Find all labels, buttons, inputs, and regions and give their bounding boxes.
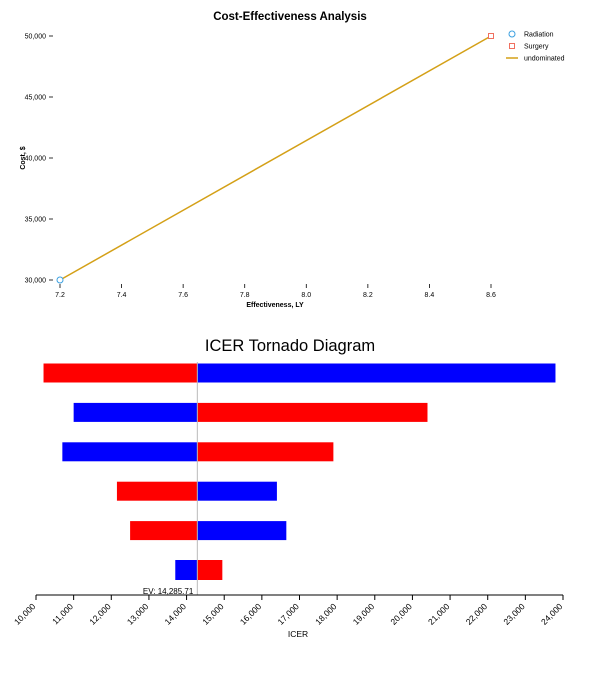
tornado-x-tick-label: 16,000: [238, 601, 264, 627]
tornado-x-tick-label: 21,000: [426, 601, 452, 627]
tornado-x-tick-label: 11,000: [50, 601, 75, 626]
legend-label-radiation: Radiation: [524, 32, 554, 39]
cea-x-tick-label: 7.8: [240, 292, 250, 299]
cea-y-tick-label: 35,000: [25, 217, 47, 224]
cea-x-axis-title: Effectiveness, LY: [246, 302, 304, 309]
cea-chart: Cost-Effectiveness Analysis 30,000 35,000…: [20, 11, 565, 309]
cea-x-tick-label: 8.6: [486, 292, 496, 299]
tornado-bar-low: [130, 521, 198, 541]
legend-label-undominated: undominated: [524, 56, 565, 63]
legend-label-surgery: Surgery: [524, 44, 549, 51]
tornado-x-tick-label: 18,000: [313, 601, 339, 627]
tornado-bar-high: [197, 442, 334, 462]
tornado-x-tick-label: 20,000: [388, 601, 414, 627]
tornado-title: ICER Tornado Diagram: [205, 337, 375, 355]
cea-y-tick-label: 45,000: [25, 95, 47, 102]
tornado-bar-low: [175, 560, 198, 580]
tornado-bars: [43, 362, 556, 595]
tornado-bar-low: [43, 363, 198, 383]
tornado-x-tick-label: 10,000: [12, 601, 38, 627]
tornado-x-tick-label: 14,000: [163, 601, 189, 627]
cea-plot-area: [56, 33, 494, 284]
cea-y-tick-label: 50,000: [25, 34, 47, 41]
cea-legend: Radiation Surgery undominated: [506, 30, 565, 63]
legend-marker-surgery: [509, 43, 515, 49]
cea-point-radiation: [56, 276, 64, 284]
tornado-bar-high: [197, 560, 223, 580]
tornado-bar-high: [197, 521, 287, 541]
cea-y-axis-title: Cost, $: [20, 146, 27, 169]
tornado-bar-high: [197, 363, 556, 383]
tornado-x-tick-label: 12,000: [87, 601, 113, 627]
cea-x-tick-label: 7.2: [55, 292, 65, 299]
cea-x-tick-label: 7.4: [117, 292, 127, 299]
tornado-x-tick-label: 17,000: [275, 601, 301, 627]
cea-series-line-undominated: [59, 35, 492, 281]
tornado-bar-low: [62, 442, 198, 462]
tornado-bar-low: [116, 481, 198, 501]
tornado-x-tick-label: 13,000: [125, 601, 151, 627]
tornado-ev-label: EV: 14,285.71: [143, 587, 194, 596]
legend-marker-radiation: [508, 30, 516, 38]
tornado-bar-high: [197, 481, 277, 501]
cea-x-tick-label: 8.0: [301, 292, 311, 299]
cea-y-axis: 30,000 35,000 40,000 45,000 50,000: [25, 34, 53, 285]
tornado-bar-low: [73, 402, 198, 422]
cea-y-tick-label: 30,000: [25, 278, 47, 285]
tornado-x-axis-title: ICER: [288, 629, 308, 639]
cea-title: Cost-Effectiveness Analysis: [213, 11, 367, 23]
tornado-x-axis: 10,000 11,000 12,000 13,000 14,000 15,000 16,0…: [12, 594, 565, 627]
tornado-x-tick-label: 24,000: [539, 601, 565, 627]
tornado-x-tick-label: 19,000: [351, 601, 377, 627]
cea-x-axis: 7.2 7.4 7.6 7.8 8.0 8.2 8.4 8.6: [55, 284, 496, 299]
cea-y-tick-label: 40,000: [25, 156, 47, 163]
tornado-bar-high: [197, 402, 428, 422]
tornado-x-tick-label: 15,000: [200, 601, 226, 627]
tornado-chart: ICER Tornado Diagram 10,000 11,000 12,000 1…: [12, 337, 565, 639]
tornado-x-tick-label: 22,000: [464, 601, 490, 627]
cea-x-tick-label: 8.2: [363, 292, 373, 299]
cea-x-tick-label: 8.4: [425, 292, 435, 299]
cea-point-surgery: [488, 33, 494, 39]
cea-x-tick-label: 7.6: [178, 292, 188, 299]
tornado-x-tick-label: 23,000: [501, 601, 527, 627]
